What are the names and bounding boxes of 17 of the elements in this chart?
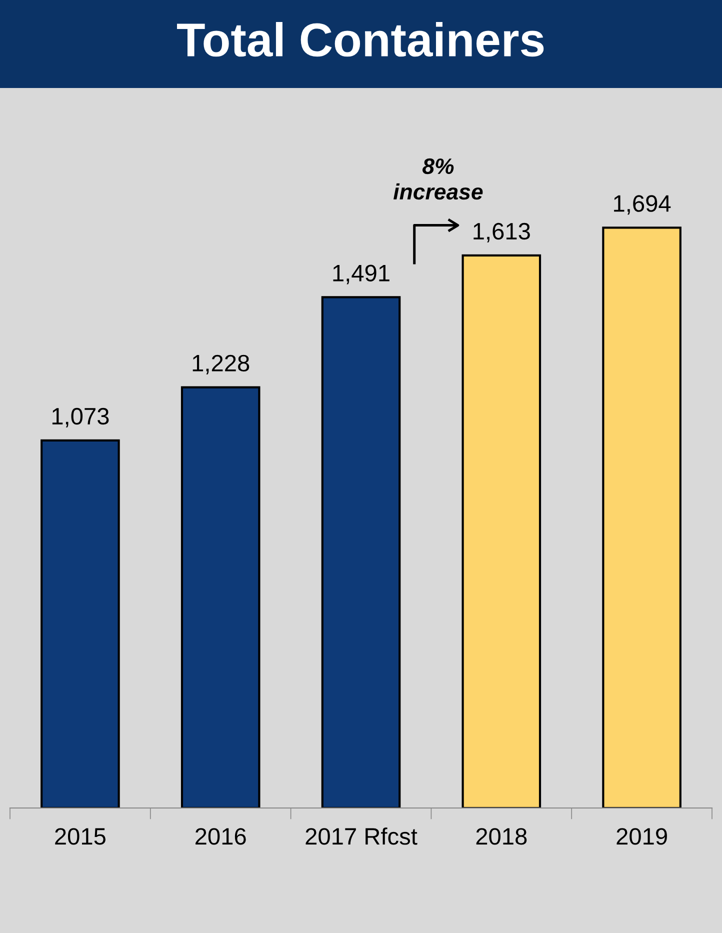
data-label: 1,491 (333, 264, 390, 284)
bar (180, 386, 260, 808)
data-label: 1,228 (192, 354, 250, 374)
data-label: 1,613 (474, 222, 530, 242)
x-tick-label: 2018 (476, 828, 527, 845)
x-tick-label: 2017 Rfcst (306, 827, 418, 845)
bar (40, 439, 120, 808)
x-tick-label: 2015 (55, 828, 106, 845)
chart-title: Total Containers (177, 22, 544, 57)
bar (462, 254, 542, 808)
data-label: 1,073 (52, 408, 109, 428)
bar (321, 296, 401, 808)
text: 8% increase (394, 158, 483, 200)
x-tick-label: 2016 (196, 828, 246, 845)
data-label: 1,694 (614, 195, 671, 215)
bar (602, 226, 682, 808)
x-tick-label: 2019 (616, 828, 667, 845)
